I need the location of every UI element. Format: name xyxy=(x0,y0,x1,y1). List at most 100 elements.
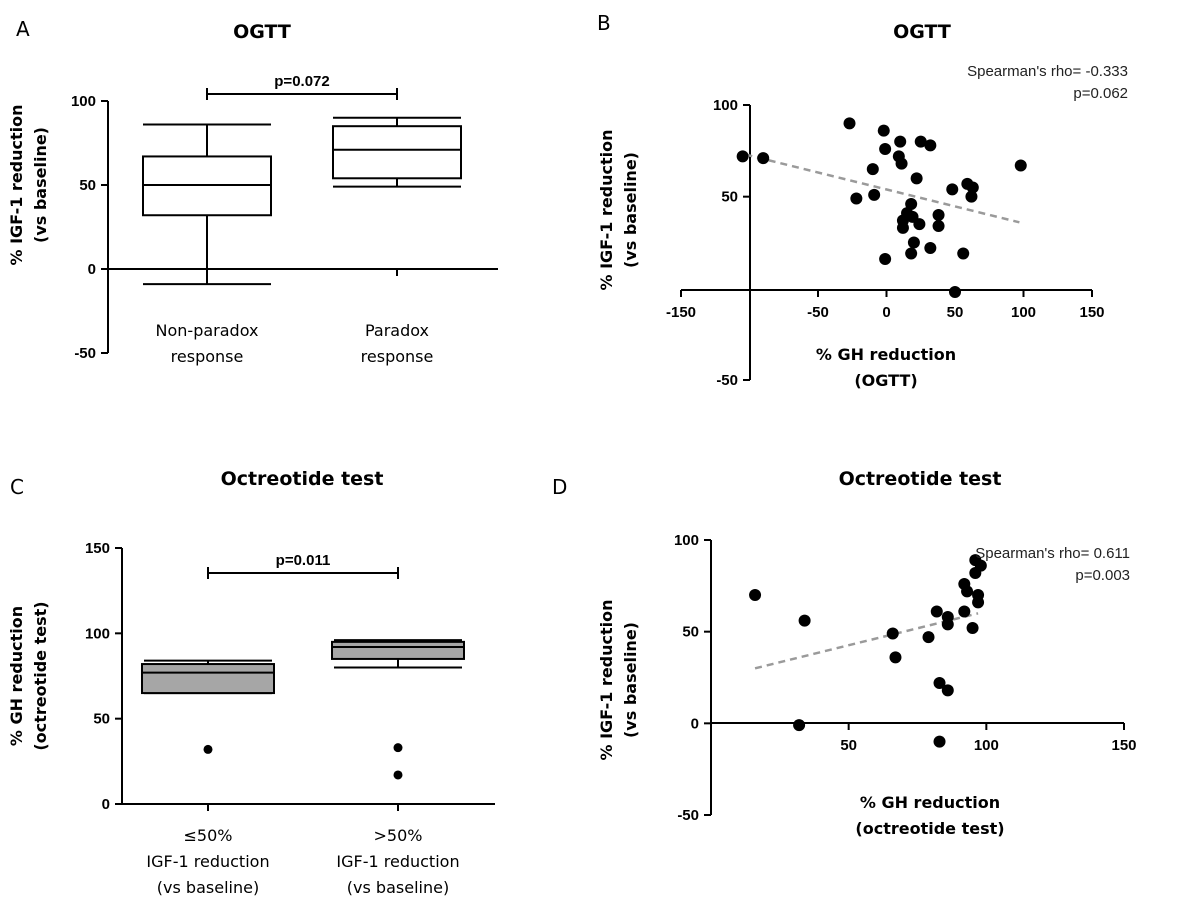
data-point xyxy=(879,143,892,155)
panel-letter: C xyxy=(10,475,24,499)
data-point xyxy=(889,651,902,664)
y-tick-label: 0 xyxy=(102,796,110,813)
data-point xyxy=(941,684,954,697)
data-point xyxy=(757,152,770,165)
y-tick-label: -50 xyxy=(74,345,96,362)
data-point xyxy=(907,236,920,249)
y-tick-label: 100 xyxy=(674,532,699,549)
data-point xyxy=(736,150,749,163)
panel-a: A OGTT % IGF-1 reduction (vs baseline) -50 0 5… xyxy=(7,17,498,366)
data-point xyxy=(930,605,943,618)
box-iqr xyxy=(141,663,275,695)
x-tick-label: 150 xyxy=(1079,304,1104,321)
y-tick-label: 0 xyxy=(88,261,96,278)
data-point xyxy=(843,117,856,130)
data-point xyxy=(905,198,918,210)
x-axis-label: (octreotide test) xyxy=(855,819,1004,838)
y-axis-label: % IGF-1 reduction xyxy=(597,599,616,760)
box-iqr xyxy=(332,125,462,180)
panel-letter: B xyxy=(597,11,611,35)
data-point xyxy=(924,242,937,254)
y-tick-label: -50 xyxy=(716,372,738,389)
data-point xyxy=(958,605,971,618)
data-point xyxy=(879,253,892,265)
data-point xyxy=(886,627,899,640)
group-label: >50% xyxy=(374,826,423,845)
trend-line xyxy=(754,612,979,670)
box-iqr xyxy=(331,640,465,660)
y-tick-label: 100 xyxy=(713,97,738,114)
data-point xyxy=(913,218,926,231)
y-tick-label: -50 xyxy=(677,807,699,824)
y-tick-label: 100 xyxy=(71,93,96,110)
data-point xyxy=(894,135,907,148)
data-point xyxy=(966,622,979,634)
p-value: p=0.072 xyxy=(274,73,329,90)
data-point xyxy=(961,585,974,598)
y-tick-label: 50 xyxy=(682,624,699,641)
chart-title: Octreotide test xyxy=(221,468,384,490)
y-axis-label: % GH reduction xyxy=(7,606,26,746)
y-tick-label: 50 xyxy=(93,711,110,728)
x-tick-label: 150 xyxy=(1111,737,1136,754)
statistic-label: Spearman's rho= 0.611 xyxy=(975,545,1130,562)
data-point xyxy=(866,163,879,176)
x-tick-label: 50 xyxy=(947,304,964,321)
data-point xyxy=(749,589,762,601)
panel-d: D Octreotide test % IGF-1 reduction (vs bas… xyxy=(552,468,1137,838)
group-label: Paradox xyxy=(365,321,429,340)
y-axis-label: (vs baseline) xyxy=(31,127,50,243)
data-point xyxy=(1014,159,1027,172)
outlier-point xyxy=(393,770,403,780)
group-label: IGF-1 reduction xyxy=(336,852,459,871)
outlier-point xyxy=(393,743,403,753)
x-axis-label: % GH reduction xyxy=(860,793,1000,812)
chart-title: OGTT xyxy=(233,21,291,43)
data-point xyxy=(965,190,978,203)
statistic-label: Spearman's rho= -0.333 xyxy=(967,63,1128,80)
data-point xyxy=(798,614,811,627)
chart-title: Octreotide test xyxy=(839,468,1002,490)
data-point xyxy=(905,247,918,260)
data-point xyxy=(895,157,908,170)
data-point xyxy=(932,209,945,221)
x-tick-label: 100 xyxy=(1011,304,1036,321)
group-label: IGF-1 reduction xyxy=(146,852,269,871)
data-point xyxy=(966,181,979,194)
panel-letter: A xyxy=(16,17,30,41)
group-label: response xyxy=(171,347,244,366)
panel-letter: D xyxy=(552,475,567,499)
group-label: ≤50% xyxy=(184,826,233,845)
x-tick-label: -50 xyxy=(807,304,829,321)
y-axis-label: (vs baseline) xyxy=(621,152,640,268)
group-label: Non-paradox xyxy=(156,321,259,340)
y-axis-label: % IGF-1 reduction xyxy=(7,104,26,265)
y-tick-label: 0 xyxy=(691,715,699,732)
data-point xyxy=(949,286,961,298)
y-tick-label: 50 xyxy=(721,189,738,206)
data-point xyxy=(914,135,927,148)
y-axis-label: (vs baseline) xyxy=(621,622,640,738)
data-point xyxy=(974,559,987,572)
y-tick-label: 150 xyxy=(85,540,110,557)
data-point xyxy=(933,677,946,689)
p-value: p=0.011 xyxy=(276,552,331,569)
panel-c: C Octreotide test % GH reduction (octreotid… xyxy=(7,468,495,897)
group-label: (vs baseline) xyxy=(157,878,259,897)
x-axis-label: (OGTT) xyxy=(854,371,917,390)
data-point xyxy=(933,735,946,748)
data-point xyxy=(868,188,881,201)
data-point xyxy=(877,124,890,137)
x-tick-label: 0 xyxy=(882,304,890,321)
y-tick-label: 50 xyxy=(79,177,96,194)
data-point xyxy=(793,719,806,732)
y-tick-label: 100 xyxy=(85,625,110,642)
x-tick-label: 50 xyxy=(840,737,857,754)
chart-title: OGTT xyxy=(893,21,951,43)
data-point xyxy=(946,183,959,196)
data-point xyxy=(932,220,945,232)
x-axis-label: % GH reduction xyxy=(816,345,956,364)
panel-b: B OGTT % IGF-1 reduction (vs baseline) -150 -… xyxy=(597,11,1128,390)
data-point xyxy=(922,631,935,644)
